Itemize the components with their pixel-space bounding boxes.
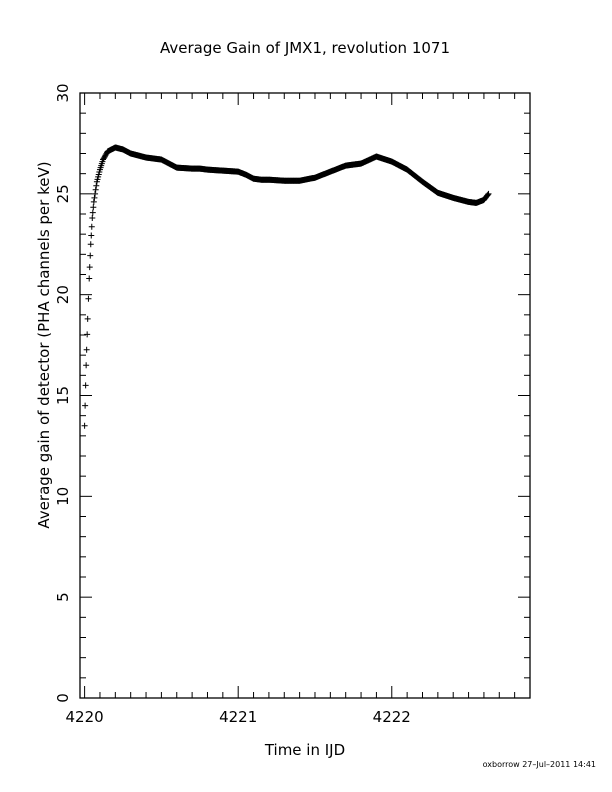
data-point [84,315,91,322]
chart-title: Average Gain of JMX1, revolution 1071 [160,39,450,57]
data-point [89,215,96,222]
y-tick-label: 10 [54,487,72,506]
y-tick-label: 20 [54,285,72,304]
data-point [82,402,89,409]
data-point [84,331,91,338]
axis-ticks [80,92,531,699]
data-point [89,209,96,216]
data-point [83,346,90,353]
data-point [86,264,93,271]
axis-tick-labels: 0 5 10 15 20 25 30 4220 4221 4222 [54,83,411,726]
y-tick-label: 15 [54,386,72,405]
footer-timestamp: oxborrow 27–Jul–2011 14:41 [482,760,596,769]
data-point [90,204,97,211]
x-tick-label: 4221 [219,708,257,726]
data-point [82,382,89,389]
y-tick-label: 0 [54,693,72,703]
data-point [81,422,88,429]
x-tick-label: 4222 [373,708,411,726]
data-point [83,362,90,369]
data-point [90,198,97,205]
y-tick-label: 30 [54,83,72,102]
x-tick-label: 4220 [66,708,104,726]
plot-frame [79,92,531,699]
data-point [485,190,492,197]
data-point [87,252,94,259]
y-tick-label: 5 [54,592,72,602]
data-point [92,186,99,193]
y-axis-label: Average gain of detector (PHA channels p… [35,161,53,528]
data-points [81,144,492,429]
data-point [91,194,98,201]
data-point [87,241,94,248]
data-point [88,223,95,230]
data-point [93,182,100,189]
data-point [484,191,491,198]
data-point [92,190,99,197]
y-tick-label: 25 [54,184,72,203]
data-point [88,232,95,239]
data-point [86,275,93,282]
x-axis-label: Time in IJD [264,741,345,759]
data-point [85,295,92,302]
